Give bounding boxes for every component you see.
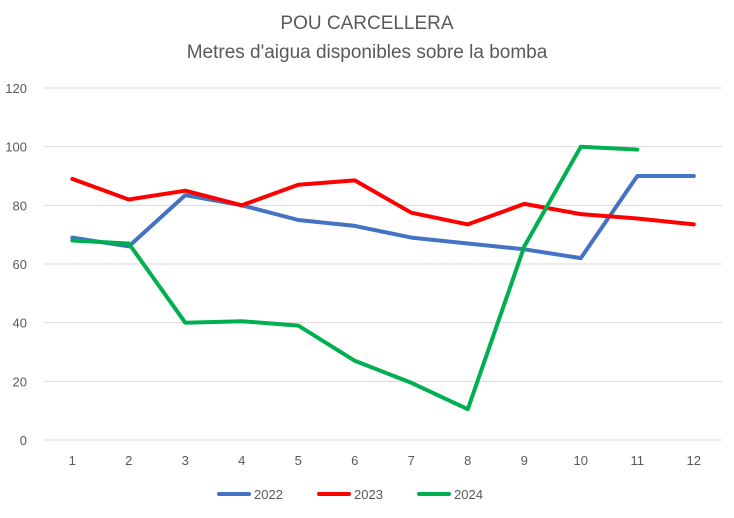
- legend-label-2023: 2023: [354, 487, 383, 502]
- y-tick-label: 60: [13, 257, 27, 272]
- y-tick-label: 0: [20, 433, 27, 448]
- x-axis-tick-labels: 1 2 3 4 5 6 7 8 9 10 11 12: [69, 453, 701, 468]
- x-tick-label: 12: [687, 453, 701, 468]
- x-tick-label: 5: [295, 453, 302, 468]
- y-tick-label: 20: [13, 374, 27, 389]
- x-tick-label: 8: [464, 453, 471, 468]
- y-tick-label: 120: [5, 81, 27, 96]
- legend-label-2024: 2024: [454, 487, 483, 502]
- y-tick-label: 40: [13, 316, 27, 331]
- legend-label-2022: 2022: [254, 487, 283, 502]
- y-tick-label: 80: [13, 198, 27, 213]
- x-tick-label: 10: [574, 453, 588, 468]
- x-tick-label: 4: [238, 453, 245, 468]
- series-lines: [70, 144, 696, 412]
- legend: 2022 2023 2024: [217, 487, 483, 502]
- x-tick-label: 9: [521, 453, 528, 468]
- x-tick-label: 11: [631, 453, 645, 468]
- y-tick-label: 100: [5, 140, 27, 155]
- gridlines: [44, 87, 722, 441]
- x-tick-label: 1: [69, 453, 76, 468]
- chart-subtitle: Metres d'aigua disponibles sobre la bomb…: [187, 42, 548, 63]
- x-tick-label: 6: [351, 453, 358, 468]
- y-axis-tick-labels: 0 20 40 60 80 100 120: [5, 81, 27, 448]
- series-line-2022: [70, 174, 696, 261]
- x-tick-label: 7: [408, 453, 415, 468]
- chart-title: POU CARCELLERA: [280, 13, 453, 34]
- series-line-2023: [70, 176, 696, 227]
- x-tick-label: 2: [125, 453, 132, 468]
- series-line-2024: [70, 144, 640, 412]
- x-tick-label: 3: [182, 453, 189, 468]
